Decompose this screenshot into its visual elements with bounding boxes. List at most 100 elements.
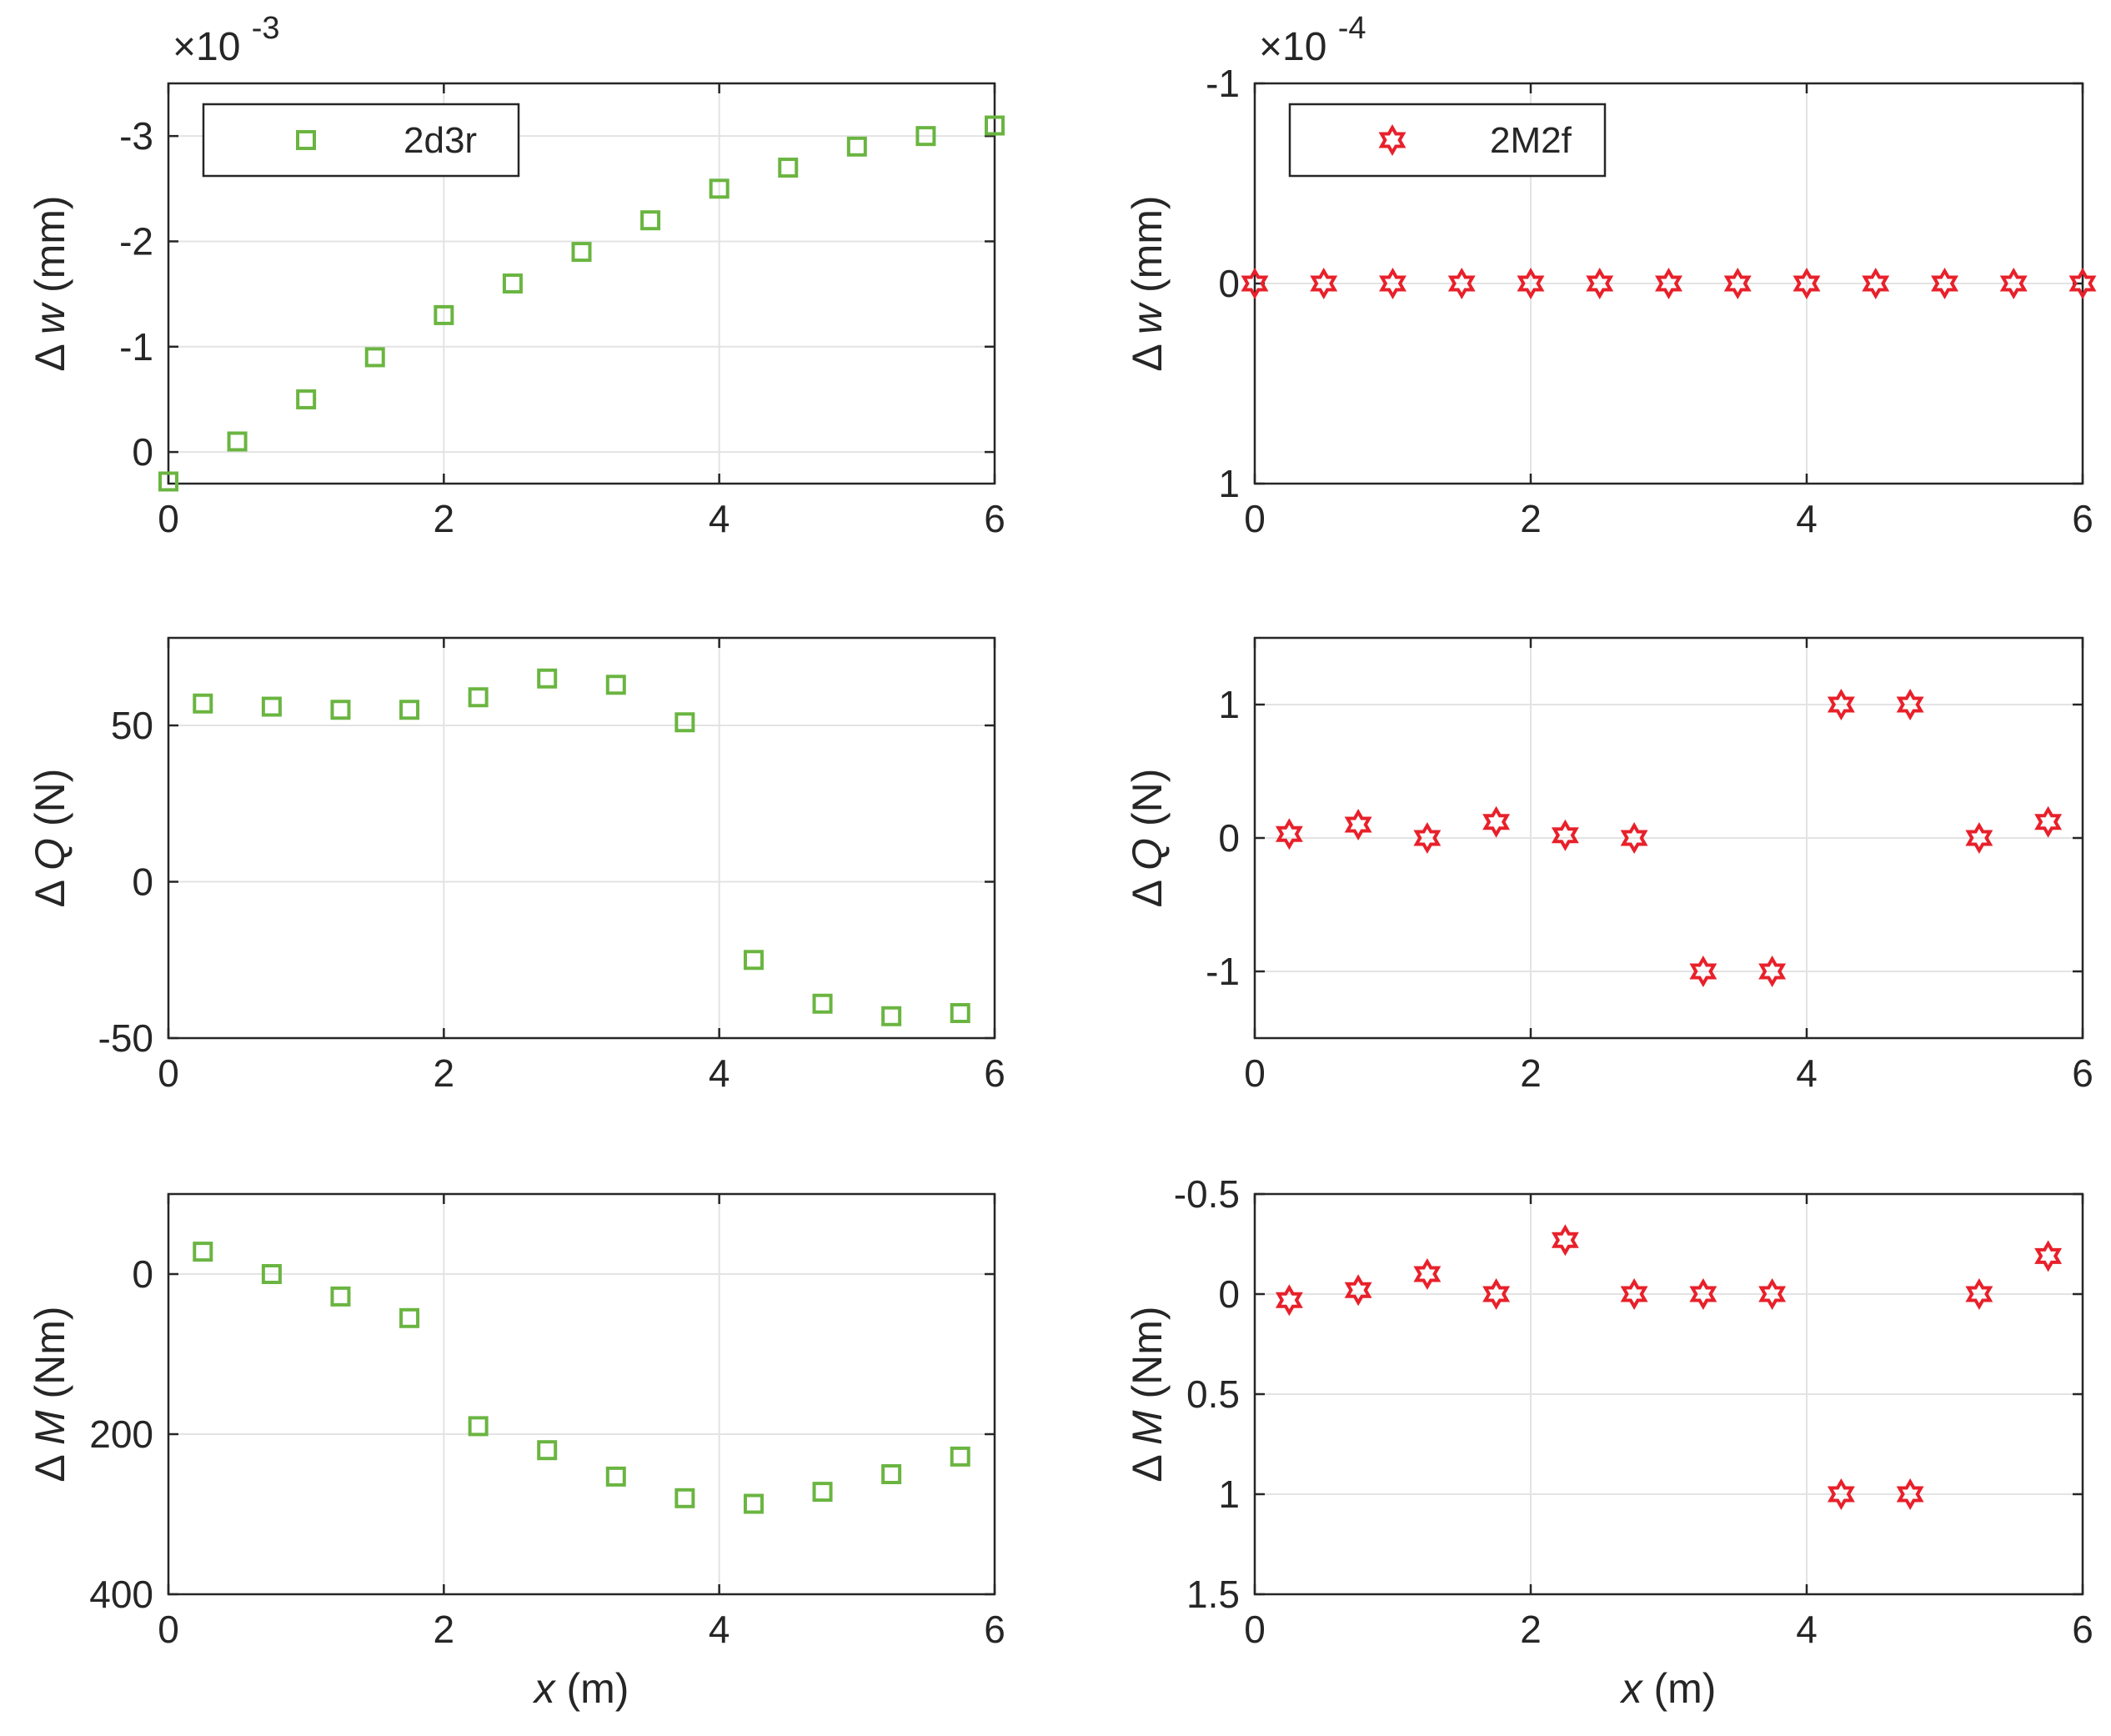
data-point <box>364 347 385 368</box>
data-point <box>1896 689 1924 720</box>
data-point <box>881 1006 902 1026</box>
data-point <box>1620 1278 1648 1310</box>
data-point <box>812 1482 833 1503</box>
legend-label: 2d3r <box>404 120 477 161</box>
x-tick-label: 2 <box>434 497 455 540</box>
y-exponent-label: ×10 -4 <box>1259 11 1366 69</box>
data-point <box>1793 267 1821 300</box>
data-point <box>1723 267 1752 300</box>
y-axis-label: Δ w (mm) <box>1124 195 1171 371</box>
legend-box <box>1288 103 1607 178</box>
data-point <box>399 1307 420 1328</box>
legend-marker <box>1378 123 1406 157</box>
data-point <box>605 675 626 695</box>
y-tick-label: 200 <box>89 1412 153 1456</box>
y-tick-label: 0 <box>132 1252 153 1296</box>
x-tick-label: 4 <box>709 1051 730 1095</box>
data-point <box>881 1464 902 1484</box>
y-tick-label: -1 <box>119 325 153 369</box>
y-tick-label: 1 <box>1218 683 1240 726</box>
data-point <box>674 712 695 733</box>
data-point <box>502 273 523 294</box>
x-tick-label: 2 <box>434 1608 455 1651</box>
y-tick-label: -1 <box>1206 62 1240 105</box>
y-tick-label: 0 <box>1218 262 1240 305</box>
data-point <box>778 158 799 178</box>
y-axis-label: Δ Q (N) <box>1124 769 1171 908</box>
data-point <box>1482 805 1511 838</box>
data-point <box>1413 822 1442 854</box>
data-point <box>571 242 592 263</box>
data-point <box>1689 1278 1717 1310</box>
legend-marker <box>296 130 316 150</box>
data-point <box>296 389 317 409</box>
data-point <box>985 115 1005 136</box>
data-point <box>193 693 213 714</box>
data-point <box>1517 267 1545 300</box>
data-point <box>1586 267 1614 300</box>
plot-area <box>168 638 995 1038</box>
data-point <box>1862 267 1890 300</box>
x-axis-label: x (m) <box>533 1665 629 1712</box>
data-point <box>1551 819 1579 851</box>
data-point <box>434 304 454 325</box>
data-point <box>1896 1478 1924 1510</box>
data-point <box>399 700 420 720</box>
data-point <box>1931 267 1958 300</box>
y-exponent-label: ×10 -3 <box>173 11 280 69</box>
axes-box <box>167 82 996 485</box>
x-tick-label: 0 <box>1244 1608 1266 1651</box>
x-tick-label: 0 <box>1244 1051 1266 1095</box>
data-point <box>1344 1274 1372 1307</box>
data-point <box>1275 1284 1303 1317</box>
y-tick-label: 0 <box>1218 816 1240 860</box>
data-point <box>537 668 558 689</box>
data-point <box>1344 809 1372 840</box>
chart-w-2d3r: 0 2 4 6 -3 -2 -1 0 Δ w (mm) ×10 -3 2d3r <box>27 11 1005 540</box>
data-point <box>1413 1258 1442 1290</box>
y-tick-label: -0.5 <box>1174 1172 1240 1216</box>
y-tick-label: 1 <box>1218 462 1240 505</box>
y-tick-label: 0.5 <box>1186 1372 1240 1416</box>
x-tick-label: 0 <box>1244 497 1266 540</box>
data-point <box>1827 1478 1855 1510</box>
data-point <box>1758 1278 1787 1310</box>
chart-Q-2M2f: 0 2 4 6 -1 0 1 Δ Q (N) <box>1124 636 2093 1095</box>
axes-box <box>167 1192 996 1596</box>
data-point <box>1999 267 2028 300</box>
y-tick-label: -50 <box>98 1016 153 1060</box>
data-point <box>193 1242 213 1262</box>
data-point <box>743 950 764 971</box>
x-tick-label: 6 <box>2072 1051 2093 1095</box>
x-tick-label: 4 <box>1796 1051 1818 1095</box>
y-tick-label: 0 <box>132 430 153 474</box>
data-point <box>1965 822 1993 854</box>
x-tick-label: 2 <box>434 1051 455 1095</box>
legend-label: 2M2f <box>1490 120 1572 161</box>
data-point <box>468 687 489 708</box>
x-tick-label: 2 <box>1520 1051 1542 1095</box>
legend: 2d3r <box>202 103 520 178</box>
y-tick-label: 50 <box>111 704 153 747</box>
x-tick-label: 0 <box>158 1608 179 1651</box>
data-point <box>950 1003 970 1023</box>
legend: 2M2f <box>1288 103 1607 178</box>
plot-area <box>168 1194 995 1594</box>
chart-M-2d3r: 0 2 4 6 0 200 400 Δ M (Nm) x (m) <box>27 1192 1005 1712</box>
data-point <box>846 136 867 157</box>
data-point <box>537 1440 558 1461</box>
data-point <box>1275 818 1303 850</box>
data-point <box>1655 267 1682 300</box>
y-tick-label: -1 <box>1206 950 1240 993</box>
x-tick-label: 6 <box>2072 1608 2093 1651</box>
data-point <box>605 1466 626 1487</box>
x-tick-label: 6 <box>984 1051 1005 1095</box>
y-tick-label: -2 <box>119 219 153 263</box>
y-tick-label: 0 <box>1218 1272 1240 1316</box>
data-point <box>330 700 351 720</box>
data-point <box>227 431 248 452</box>
data-point <box>1758 956 1787 987</box>
y-axis-label: Δ Q (N) <box>27 769 73 908</box>
